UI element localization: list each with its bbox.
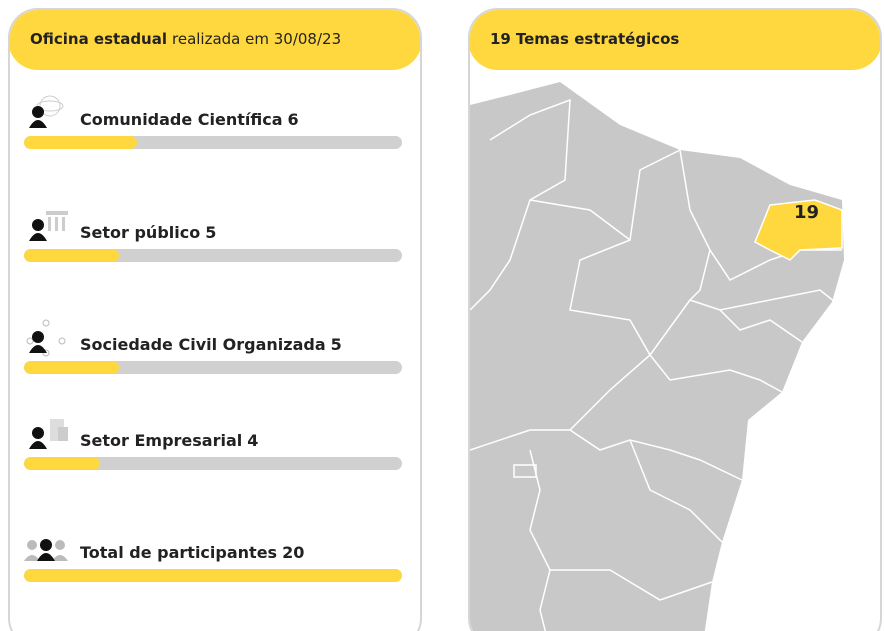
progress-track xyxy=(24,569,402,582)
group-count: 4 xyxy=(247,431,259,450)
progress-bar xyxy=(24,569,402,582)
card-header: Oficina estadual realizada em 30/08/23 xyxy=(10,10,420,70)
progress-bar xyxy=(24,361,119,374)
topics-label: Temas estratégicos xyxy=(515,30,680,48)
highlighted-state xyxy=(754,199,843,261)
progress-bar xyxy=(24,249,119,262)
participant-row: Total de participantes 20 xyxy=(24,525,404,605)
borders xyxy=(470,98,842,631)
header-subtitle: realizada em 30/08/23 xyxy=(172,30,342,48)
card-header: 19 Temas estratégicos xyxy=(470,10,880,70)
icon xyxy=(26,319,66,357)
group-count: 20 xyxy=(282,543,305,562)
progress-track xyxy=(24,249,402,262)
row-label: Setor público 5 xyxy=(80,223,216,242)
progress-track xyxy=(24,136,402,149)
participant-row: Sociedade Civil Organizada 5 xyxy=(24,317,404,397)
topics-count: 19 xyxy=(490,30,511,48)
progress-track xyxy=(24,457,402,470)
icon xyxy=(29,419,68,449)
group-name: Total de participantes xyxy=(80,543,278,562)
group-name: Setor Empresarial xyxy=(80,431,243,450)
icon xyxy=(24,539,68,561)
icon xyxy=(29,95,64,128)
group-name: Setor público xyxy=(80,223,201,242)
group-count: 5 xyxy=(330,335,342,354)
map-card: 19 Temas estratégicos 19 xyxy=(468,8,882,631)
participant-row: Setor Empresarial 4 xyxy=(24,413,404,493)
map-label: 19 xyxy=(794,202,820,223)
group-count: 5 xyxy=(205,223,217,242)
participant-row: Comunidade Científica 6 xyxy=(24,92,404,172)
row-label: Setor Empresarial 4 xyxy=(80,431,258,450)
row-label: Sociedade Civil Organizada 5 xyxy=(80,335,342,354)
progress-bar xyxy=(24,457,100,470)
icon xyxy=(29,211,68,241)
map xyxy=(470,82,844,631)
row-label: Total de participantes 20 xyxy=(80,543,304,562)
progress-bar xyxy=(24,136,138,149)
workshop-card: Oficina estadual realizada em 30/08/23 C… xyxy=(8,8,422,631)
progress-track xyxy=(24,361,402,374)
participant-row: Setor público 5 xyxy=(24,205,404,285)
row-label: Comunidade Científica 6 xyxy=(80,110,299,129)
group-name: Comunidade Científica xyxy=(80,110,283,129)
group-name: Sociedade Civil Organizada xyxy=(80,335,326,354)
group-count: 6 xyxy=(287,110,299,129)
header-title: Oficina estadual xyxy=(30,30,167,48)
land xyxy=(470,82,844,631)
